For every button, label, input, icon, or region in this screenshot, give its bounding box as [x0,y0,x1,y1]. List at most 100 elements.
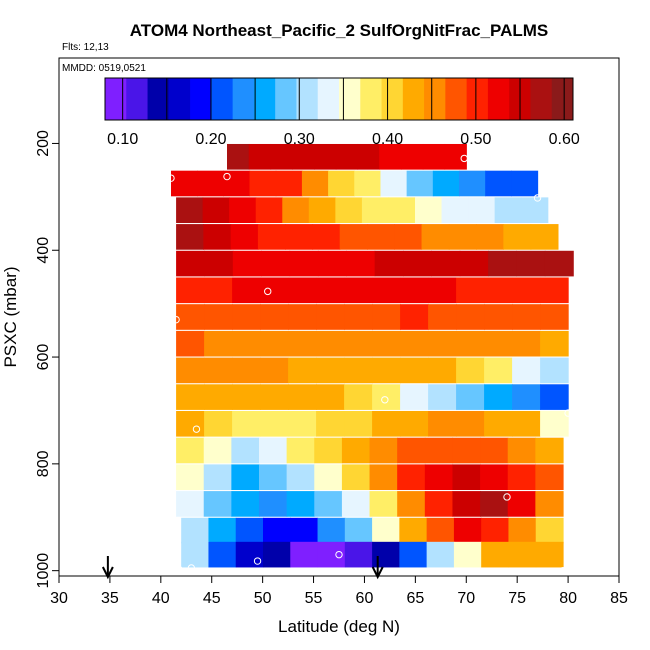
colorbar-swatch [424,78,446,120]
heatmap-cell [399,541,428,568]
heatmap-cell [317,517,346,544]
colorbar-swatch [551,78,574,120]
colorbar-frame [104,77,574,121]
heatmap-cell [204,304,233,330]
heatmap-cell [448,224,477,250]
heatmap-cell [428,357,457,384]
heatmap-cell [400,384,429,410]
heatmap-cell [317,250,347,277]
heatmap-cell [282,197,310,224]
heatmap-cell [453,517,482,544]
heatmap-cell [456,304,485,330]
y-tick-label: 200 [35,130,52,157]
x-tick-label: 50 [254,590,272,607]
colorbar-tick-label: 0.10 [107,131,138,148]
heatmap-cell [444,143,467,170]
heatmap-cell [232,330,261,357]
heatmap-cell [275,170,303,197]
heatmap-cell [424,491,454,517]
y-tick-label: 400 [35,237,52,264]
heatmap-cell [263,541,291,568]
heatmap-cell [288,357,317,384]
heatmap-cell [289,250,319,277]
heatmap-cell [540,357,569,384]
heatmap-cell [379,143,402,170]
heatmap-cell [344,541,373,568]
heatmap-cell [431,250,461,277]
heatmap-cell [456,357,485,384]
heatmap-cell [176,384,205,410]
heatmap-cell [257,224,286,250]
colorbar-swatch [168,78,191,120]
heatmap-cell [400,410,429,437]
heatmap-cell [424,437,454,464]
heatmap-cell [494,197,522,224]
heatmap-cell [260,410,289,437]
y-axis: 200 400 600 800 1000 [35,130,59,588]
sample-point [167,174,175,182]
heatmap-cell [285,224,314,250]
colorbar-tick-label: 0.40 [372,131,403,148]
sample-point [175,565,183,574]
heatmap-cell [259,464,288,491]
heatmap-cell [508,517,537,544]
heatmap-cell [316,410,345,437]
heatmap-cell [261,250,291,277]
heatmap-cell [428,277,457,304]
heatmap-cell [459,170,486,197]
heatmap-cell [181,517,210,544]
heatmap-cell [344,304,373,330]
colorbar-swatch [402,78,425,120]
colorbar-swatch [317,78,340,120]
heatmap-cell [415,197,443,224]
heatmap-cell [354,170,382,197]
x-axis: 30 35 40 45 50 55 60 65 70 75 80 85 [50,575,628,607]
heatmap-cell [468,197,496,224]
heatmap-cell [232,277,261,304]
heatmap-cell [263,517,291,544]
heatmap-cell [255,197,283,224]
sample-point [533,194,542,202]
heatmap-cell [394,224,423,250]
heatmap-cell [488,250,518,277]
heatmap-cell [456,330,485,357]
heatmap-cell [286,464,315,491]
heatmap-cell [484,277,513,304]
heatmap-cell [406,170,434,197]
x-tick-label: 35 [101,590,119,607]
heatmap-cell [312,224,341,250]
colorbar-swatch [253,78,276,120]
heatmap-cell [260,384,289,410]
latitude-arrows [101,556,384,580]
heatmap-cell [424,464,454,491]
heatmap-cell [369,464,398,491]
heatmap-cell [231,491,260,517]
heatmap-cell [232,304,261,330]
heatmap-cell [197,170,224,197]
colorbar-swatch [487,78,510,120]
colorbar-tick-label: 0.20 [195,131,226,148]
heatmap-cell [535,541,564,568]
heatmap-cell [484,384,513,410]
colorbar-swatch [190,78,212,120]
heatmap-cell [249,170,277,197]
heatmap-cell [503,224,532,250]
heatmap-cell [301,170,329,197]
sample-point [253,557,262,565]
sample-point [335,550,343,559]
heatmap-cell [286,437,315,464]
heatmap-cell [512,304,541,330]
heatmap-cell [176,491,205,517]
colorbar-swatch [530,78,553,120]
heatmap-cell [480,491,509,517]
heatmap-cell [288,330,317,357]
heatmap-cell [203,464,232,491]
heatmap-cell [507,491,536,517]
heatmap-cell [176,304,205,330]
heatmap-cell [259,437,288,464]
arrow-head [101,566,114,580]
heatmap-cell [367,224,395,250]
heatmap-cell [400,277,429,304]
heatmap-cell [400,330,429,357]
heatmap-cell [227,143,250,170]
